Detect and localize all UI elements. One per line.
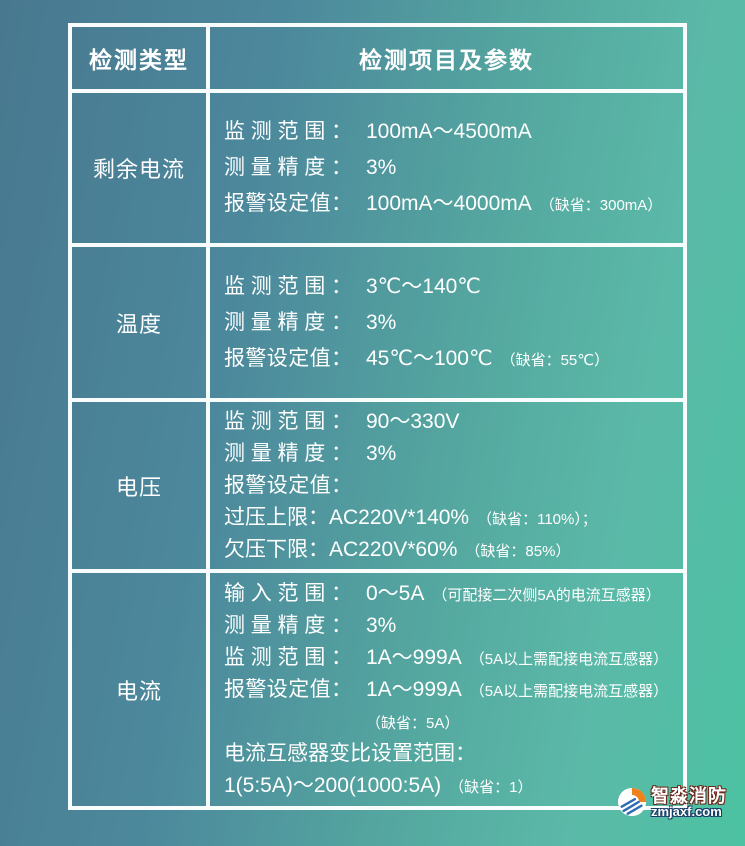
spec-value: 3℃～140℃ [366,274,481,298]
spec-line: （缺省：5A） [224,706,683,738]
spec-line: 测量精度： 3% [224,305,683,341]
brand-logo-icon [617,787,647,817]
brand-text-block: 智淼消防 zmjaxf.com [651,787,727,819]
spec-line: 报警设定值： 100mA～4000mA （缺省：300mA） [224,186,683,222]
spec-line: 监测范围： 90～330V [224,406,683,438]
spec-value: 1A～999A [366,645,462,669]
spec-line: 欠压下限：AC220V*60% （缺省：85%） [224,534,683,566]
spec-value: 电流互感器变比设置范围： [224,741,476,765]
spec-default-note: （可配接二次侧5A的电流互感器） [432,586,661,604]
row-type-label: 剩余电流 [92,157,185,182]
spec-default-note: （缺省：1） [449,778,533,796]
spec-label: 监测范围： [224,409,352,433]
spec-label: 报警设定值： [224,346,352,370]
row-type-label: 温度 [115,311,162,337]
spec-line: 报警设定值： 45℃～100℃ （缺省：55℃） [224,341,683,377]
header-cell-detection-type: 检测类型 [72,27,206,89]
spec-default-note: （缺省：5A） [366,714,460,732]
row-params-voltage: 监测范围： 90～330V 测量精度： 3% 报警设定值： 过压上限：AC220V*… [206,398,683,569]
row-type-voltage: 电压 [72,398,206,569]
spec-default-note: （缺省：55℃） [500,351,610,369]
spec-default-note: （缺省：110%）； [477,510,597,528]
spec-value: 3% [366,441,397,465]
spec-label: 输入范围： [224,581,352,605]
spec-value: 90～330V [366,409,460,433]
spec-line: 报警设定值： 1A～999A （5A以上需配接电流互感器） [224,674,683,706]
spec-label: 报警设定值： [224,677,352,701]
header-params-label: 检测项目及参数 [359,47,534,73]
row-type-residual-current: 剩余电流 [72,89,206,243]
row-type-label: 电压 [115,474,162,500]
spec-default-note: （缺省：300mA） [539,197,663,214]
header-type-label: 检测类型 [89,47,189,73]
spec-default-note: （5A以上需配接电流互感器） [469,682,669,700]
spec-value: 3% [366,156,397,179]
spec-label: 报警设定值： [224,192,352,215]
row-type-temperature: 温度 [72,243,206,398]
spec-line: 监测范围： 100mA～4500mA [224,114,683,150]
spec-label: 测量精度： [224,156,352,179]
spec-value: 0～5A [366,581,425,605]
spec-label: 监测范围： [224,274,352,298]
spec-label: 测量精度： [224,310,352,334]
spec-value: 100mA～4500mA [366,120,532,143]
spec-line: 监测范围： 3℃～140℃ [224,269,683,305]
spec-value: 100mA～4000mA [366,192,532,215]
spec-label: 测量精度： [224,613,352,637]
row-params-current: 输入范围： 0～5A （可配接二次侧5A的电流互感器） 测量精度： 3% 监测范围： 1… [206,569,683,806]
spec-value: 1(5:5A)～200(1000:5A) [224,773,442,797]
spec-line: 监测范围： 1A～999A （5A以上需配接电流互感器） [224,642,683,674]
spec-line: 过压上限：AC220V*140% （缺省：110%）； [224,502,683,534]
header-cell-detection-params: 检测项目及参数 [206,27,683,89]
spec-label: 监测范围： [224,645,352,669]
spec-value: 3% [366,310,397,334]
spec-table: 检测类型 检测项目及参数 剩余电流 监测范围： 100mA～4500mA 测量精度… [68,23,687,810]
spec-label: 测量精度： [224,441,352,465]
spec-default-note: （5A以上需配接电流互感器） [469,650,669,668]
brand-name: 智淼消防 [651,786,727,806]
row-params-temperature: 监测范围： 3℃～140℃ 测量精度： 3% 报警设定值： 45℃～100℃ （缺省：5… [206,243,683,398]
spec-line: 测量精度： 3% [224,150,683,186]
spec-line: 1(5:5A)～200(1000:5A) （缺省：1） [224,770,683,802]
spec-label: 报警设定值： [224,473,352,497]
spec-value: 3% [366,613,397,637]
spec-line: 电流互感器变比设置范围： [224,738,683,770]
spec-line: 测量精度： 3% [224,610,683,642]
spec-label: 监测范围： [224,120,352,143]
brand-url: zmjaxf.com [651,804,722,819]
spec-line: 报警设定值： [224,470,683,502]
spec-line: 输入范围： 0～5A （可配接二次侧5A的电流互感器） [224,578,683,610]
row-params-residual-current: 监测范围： 100mA～4500mA 测量精度： 3% 报警设定值： 100mA～40… [206,89,683,243]
brand-watermark[interactable]: 智淼消防 zmjaxf.com [617,787,727,819]
spec-value: 45℃～100℃ [366,346,493,370]
row-type-label: 电流 [115,678,162,704]
spec-line: 测量精度： 3% [224,438,683,470]
spec-value: 1A～999A [366,677,462,701]
spec-value: 欠压下限：AC220V*60% [224,537,458,561]
spec-default-note: （缺省：85%） [465,542,571,560]
spec-value: 过压上限：AC220V*140% [224,505,470,529]
row-type-current: 电流 [72,569,206,806]
